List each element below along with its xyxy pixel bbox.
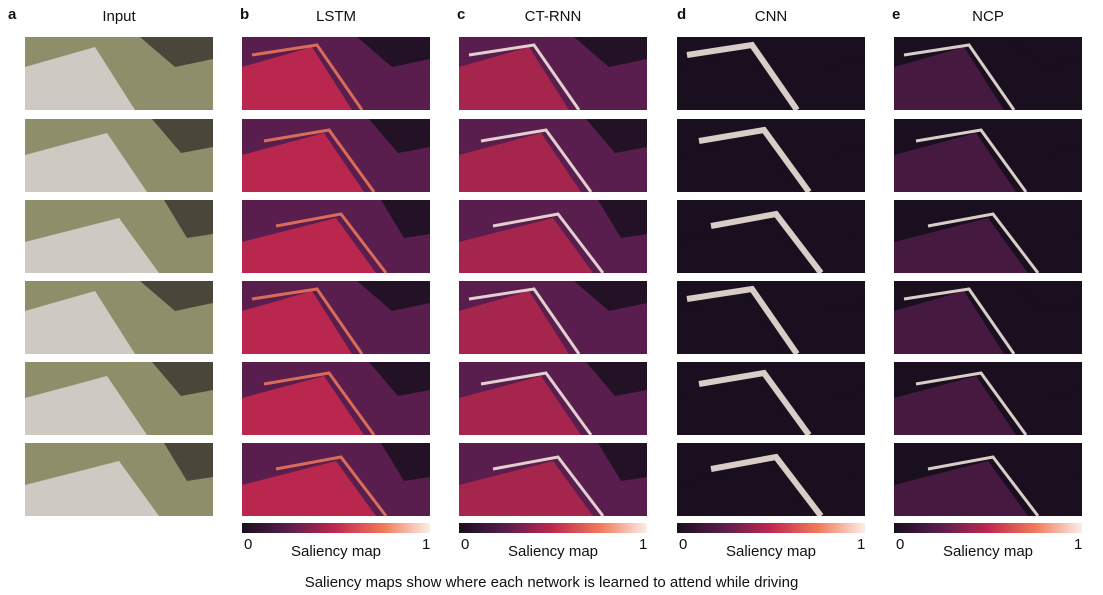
colorbar xyxy=(894,523,1082,533)
colorbar-label: Saliency map xyxy=(290,543,382,560)
colorbar-max: 1 xyxy=(1074,536,1083,553)
camera-frame xyxy=(25,362,213,435)
panel-cnn: d CNN 0 1 Saliency map xyxy=(677,0,865,580)
colorbar xyxy=(677,523,865,533)
saliency-map-tile xyxy=(242,200,430,273)
panel-letter: e xyxy=(892,6,901,23)
colorbar-label: Saliency map xyxy=(507,543,599,560)
saliency-map-tile xyxy=(894,119,1082,192)
panel-letter: b xyxy=(240,6,250,23)
saliency-map-tile xyxy=(677,200,865,273)
camera-frame xyxy=(25,281,213,354)
saliency-map-tile xyxy=(459,200,647,273)
saliency-map-tile xyxy=(242,37,430,110)
colorbar xyxy=(242,523,430,533)
colorbar-min: 0 xyxy=(461,536,470,553)
saliency-map-tile xyxy=(459,119,647,192)
saliency-map-tile xyxy=(677,281,865,354)
saliency-map-tile xyxy=(677,37,865,110)
colorbar-label: Saliency map xyxy=(725,543,817,560)
panel-letter: c xyxy=(457,6,466,23)
camera-frame xyxy=(25,119,213,192)
panel-letter: a xyxy=(8,6,17,23)
saliency-map-tile xyxy=(459,443,647,516)
panel-input: a Input xyxy=(8,0,213,580)
colorbar-max: 1 xyxy=(857,536,866,553)
saliency-map-tile xyxy=(894,200,1082,273)
colorbar-min: 0 xyxy=(679,536,688,553)
saliency-map-tile xyxy=(677,443,865,516)
saliency-map-tile xyxy=(894,37,1082,110)
camera-frame xyxy=(25,200,213,273)
colorbar-label: Saliency map xyxy=(942,543,1034,560)
colorbar-min: 0 xyxy=(244,536,253,553)
panel-title: NCP xyxy=(972,8,1004,25)
panel-lstm: b LSTM 0 1 Saliency map xyxy=(240,0,431,580)
colorbar xyxy=(459,523,647,533)
panel-title: CT-RNN xyxy=(524,8,582,25)
colorbar-min: 0 xyxy=(896,536,905,553)
saliency-map-tile xyxy=(242,443,430,516)
saliency-map-tile xyxy=(894,362,1082,435)
panel-title: LSTM xyxy=(315,8,356,25)
panel-ncp: e NCP 0 1 Saliency map xyxy=(892,0,1083,580)
saliency-map-tile xyxy=(894,281,1082,354)
camera-frame xyxy=(25,37,213,110)
figure-caption: Saliency maps show where each network is… xyxy=(304,574,799,591)
panel-title: CNN xyxy=(754,8,788,25)
saliency-map-tile xyxy=(242,119,430,192)
saliency-map-tile xyxy=(677,362,865,435)
panel-ctrnn: c CT-RNN 0 1 Saliency map xyxy=(457,0,648,580)
colorbar-max: 1 xyxy=(639,536,648,553)
saliency-map-tile xyxy=(459,281,647,354)
camera-frame xyxy=(25,443,213,516)
saliency-map-tile xyxy=(894,443,1082,516)
saliency-map-tile xyxy=(242,281,430,354)
panel-letter: d xyxy=(677,6,687,23)
colorbar-max: 1 xyxy=(422,536,431,553)
saliency-map-tile xyxy=(459,37,647,110)
saliency-map-tile xyxy=(677,119,865,192)
saliency-map-tile xyxy=(242,362,430,435)
panel-title: Input xyxy=(102,8,136,25)
saliency-map-tile xyxy=(459,362,647,435)
